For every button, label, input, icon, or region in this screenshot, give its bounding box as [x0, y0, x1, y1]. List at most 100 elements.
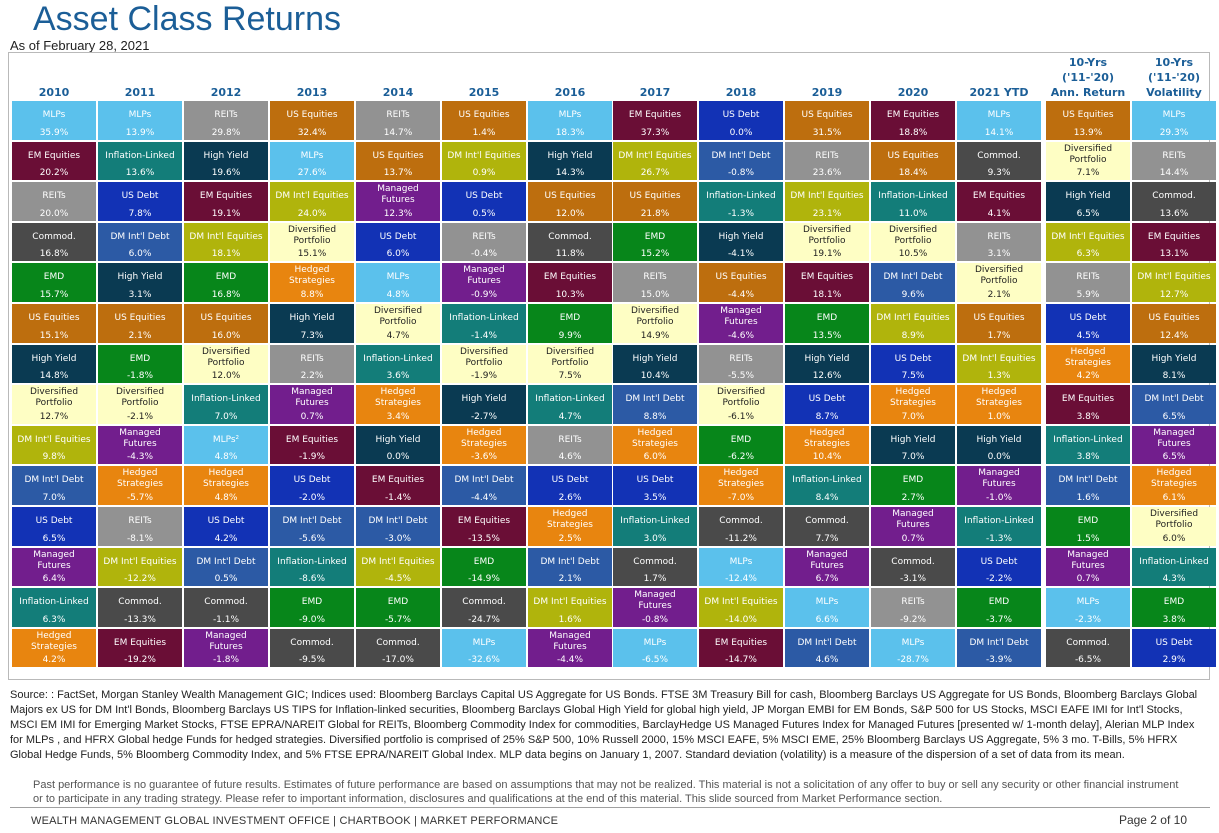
return-value: 3.8%: [1076, 452, 1100, 463]
asset-class-name: MLPs: [987, 110, 1011, 120]
asset-class-cell: US Equities 13.7%: [356, 141, 440, 181]
asset-class-name: REITs: [386, 110, 410, 120]
return-value: 12.3%: [383, 208, 413, 219]
asset-class-cell: MLPs -6.5%: [613, 628, 697, 668]
asset-class-name: REITs: [901, 597, 925, 608]
asset-class-cell: US Equities 15.1%: [12, 304, 96, 343]
asset-class-name: REITs: [1162, 150, 1186, 161]
asset-class-name: DM Int'l Equities: [876, 313, 950, 323]
asset-class-cell: US Equities 12.4%: [1132, 304, 1216, 343]
asset-class-name: Hedged Strategies: [804, 427, 850, 449]
asset-class-name: Diversified Portfolio: [888, 224, 938, 246]
return-value: 3.4%: [386, 411, 410, 422]
asset-class-name: US Equities: [544, 191, 596, 202]
asset-class-cell: Commod. 13.6%: [1132, 182, 1216, 221]
return-value: 3.1%: [987, 249, 1011, 260]
return-value: 7.0%: [901, 411, 925, 422]
asset-class-cell: Commod. -24.7%: [442, 588, 526, 627]
return-value: -6.1%: [727, 411, 755, 422]
asset-class-cell: Diversified Portfolio 15.1%: [270, 222, 354, 262]
asset-class-name: DM Int'l Debt: [1058, 475, 1118, 486]
asset-class-name: EM Equities: [972, 191, 1026, 202]
asset-class-cell: REITs -5.5%: [699, 344, 783, 384]
asset-class-cell: Diversified Portfolio 7.1%: [1046, 141, 1130, 181]
asset-class-name: US Debt: [1155, 637, 1193, 648]
asset-class-cell: High Yield 8.1%: [1132, 344, 1216, 384]
return-value: -4.3%: [126, 452, 154, 463]
asset-class-cell: DM Int'l Equities 24.0%: [270, 182, 354, 221]
asset-class-cell: Managed Futures -4.4%: [528, 628, 612, 668]
asset-class-name: EM Equities: [199, 191, 253, 202]
asset-class-cell: High Yield 7.0%: [871, 425, 955, 465]
asset-class-cell: Hedged Strategies 4.2%: [12, 628, 96, 668]
asset-class-name: Commod.: [633, 556, 677, 567]
asset-class-cell: Hedged Strategies 4.8%: [184, 466, 268, 505]
asset-class-cell: High Yield 7.3%: [270, 304, 354, 343]
asset-class-cell: DM Int'l Equities 1.6%: [528, 588, 612, 627]
asset-class-cell: US Debt 7.8%: [98, 182, 182, 221]
return-value: 7.0%: [42, 492, 66, 503]
asset-class-name: Commod.: [376, 637, 420, 648]
return-value: -14.9%: [468, 574, 500, 585]
asset-class-cell: Hedged Strategies -3.6%: [442, 425, 526, 465]
asset-class-cell: REITs 5.9%: [1046, 263, 1130, 302]
asset-class-cell: Hedged Strategies 3.4%: [356, 385, 440, 424]
asset-class-cell: DM Int'l Equities 6.3%: [1046, 222, 1130, 262]
return-value: -7.0%: [727, 492, 755, 503]
asset-class-cell: Commod. -1.1%: [184, 588, 268, 627]
asset-class-name: Hedged Strategies: [289, 265, 335, 287]
return-value: 1.6%: [1076, 492, 1100, 503]
asset-class-cell: Inflation-Linked -1.4%: [442, 304, 526, 343]
asset-class-name: High Yield: [718, 231, 764, 242]
return-value: 24.0%: [297, 208, 327, 219]
asset-class-name: EMD: [473, 556, 495, 567]
return-value: -0.8%: [641, 614, 669, 625]
return-value: 13.9%: [1073, 127, 1103, 138]
return-value: 9.6%: [901, 289, 925, 300]
return-value: -1.1%: [212, 614, 240, 625]
asset-class-cell: DM Int'l Debt 6.0%: [98, 222, 182, 262]
asset-class-name: US Debt: [551, 475, 589, 486]
return-value: 8.4%: [815, 492, 839, 503]
asset-class-name: DM Int'l Debt: [454, 475, 514, 486]
return-value: 7.7%: [815, 533, 839, 544]
asset-class-cell: DM Int'l Equities 18.1%: [184, 222, 268, 262]
asset-class-name: US Equities: [372, 150, 424, 161]
return-value: -5.5%: [727, 371, 755, 382]
return-value: -12.4%: [725, 574, 757, 585]
return-value: -1.8%: [212, 655, 240, 666]
asset-class-name: Inflation-Linked: [277, 556, 347, 567]
page-number: Page 2 of 10: [1118, 813, 1187, 827]
return-value: 15.0%: [640, 289, 670, 300]
asset-class-name: EM Equities: [800, 272, 854, 283]
asset-class-name: High Yield: [632, 353, 678, 364]
return-value: 0.5%: [214, 574, 238, 585]
return-value: 18.4%: [898, 168, 928, 179]
asset-class-name: Commod.: [118, 597, 162, 608]
asset-class-cell: REITs 14.4%: [1132, 141, 1216, 181]
asset-class-name: MLPs: [901, 637, 925, 648]
asset-class-cell: Commod. 9.3%: [957, 141, 1041, 181]
asset-class-cell: REITs -8.1%: [98, 507, 182, 546]
asset-class-cell: US Equities -4.4%: [699, 263, 783, 302]
asset-class-cell: Hedged Strategies -5.7%: [98, 466, 182, 505]
asset-class-name: Inflation-Linked: [363, 353, 433, 364]
return-value: 6.0%: [643, 452, 667, 463]
return-value: 10.4%: [640, 371, 670, 382]
asset-class-name: US Debt: [35, 516, 73, 526]
asset-class-cell: EMD -9.0%: [270, 588, 354, 627]
asset-class-name: Managed Futures: [1067, 549, 1109, 571]
return-value: 6.0%: [1162, 533, 1186, 544]
asset-class-cell: Hedged Strategies 10.4%: [785, 425, 869, 465]
return-value: -19.2%: [124, 655, 156, 666]
return-value: 37.3%: [640, 127, 670, 138]
asset-class-name: US Equities: [286, 110, 338, 120]
asset-class-name: MLPs²: [212, 434, 240, 445]
asset-class-name: EMD: [1163, 597, 1185, 608]
return-value: -1.8%: [126, 371, 154, 382]
asset-class-cell: High Yield 14.8%: [12, 344, 96, 384]
return-value: 0.9%: [472, 168, 496, 179]
asset-class-cell: US Equities 18.4%: [871, 141, 955, 181]
return-value: -2.7%: [470, 411, 498, 422]
asset-class-cell: EM Equities -1.4%: [356, 466, 440, 505]
